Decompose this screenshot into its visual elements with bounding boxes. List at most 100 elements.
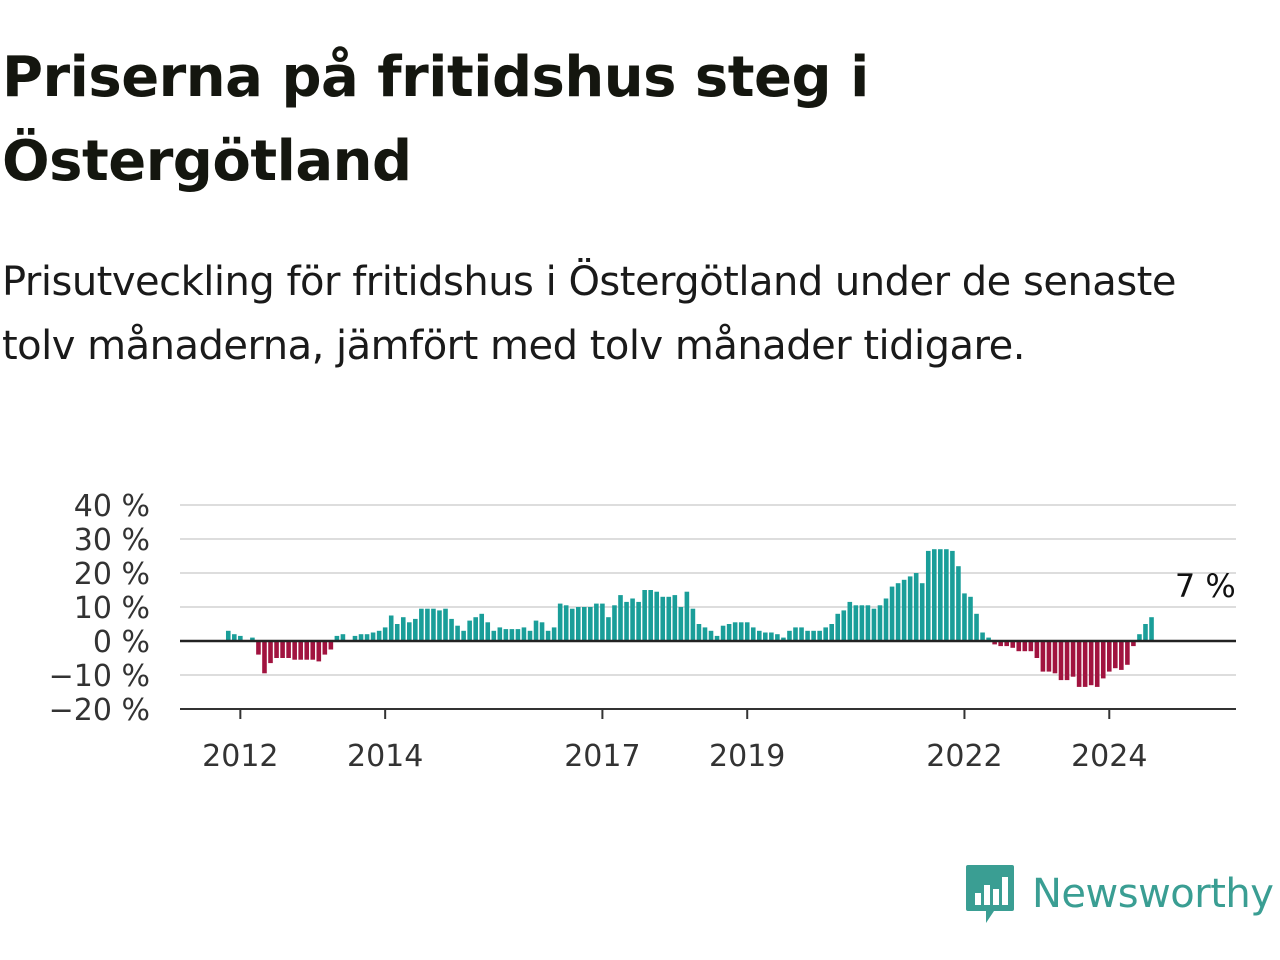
bar: [280, 641, 285, 658]
bar: [334, 635, 340, 641]
x-tick-label: 2024: [1071, 739, 1147, 774]
bar: [225, 630, 231, 641]
bar: [382, 627, 388, 641]
bar: [1149, 617, 1154, 641]
bar: [968, 596, 973, 641]
bar: [744, 622, 750, 641]
bar: [974, 613, 979, 641]
bar: [871, 608, 877, 641]
annotations: 7 %: [1175, 567, 1236, 605]
bar: [370, 632, 376, 641]
bar: [793, 627, 798, 641]
bar: [998, 641, 1003, 647]
bar: [1016, 641, 1022, 652]
bar: [491, 630, 497, 641]
bar: [859, 605, 865, 641]
bar: [256, 641, 261, 655]
bar: [449, 618, 454, 641]
bar: [738, 622, 744, 641]
bar: [1070, 641, 1076, 677]
bar: [962, 593, 967, 641]
bar: [425, 608, 430, 641]
bar: [901, 579, 907, 641]
bar: [913, 573, 919, 641]
bar: [545, 630, 551, 641]
bar: [931, 549, 937, 641]
bar: [938, 549, 943, 641]
bar: [883, 598, 889, 641]
chart-subtitle: Prisutveckling för fritidshus i Östergöt…: [2, 259, 1176, 369]
bar: [515, 629, 521, 641]
bar: [455, 625, 460, 641]
bar: [328, 641, 334, 650]
bar-chart: −20 %−10 %0 %10 %20 %30 %40 % 2012 2014 20…: [49, 489, 1236, 774]
bar: [829, 624, 834, 641]
bar: [1082, 641, 1088, 687]
bar: [980, 632, 985, 641]
bar: [606, 617, 611, 641]
bar: [799, 627, 804, 641]
bar: [956, 566, 961, 641]
bar: [467, 620, 472, 641]
bar: [823, 627, 828, 641]
bar: [582, 607, 587, 641]
bar: [750, 627, 756, 641]
bar: [612, 605, 617, 641]
last-value-label: 7 %: [1175, 567, 1236, 605]
bar: [376, 630, 382, 641]
bar: [1076, 641, 1082, 687]
bar: [1004, 641, 1009, 647]
bar: [805, 630, 810, 641]
bar: [1064, 641, 1070, 681]
bar: [847, 601, 853, 641]
bar: [594, 603, 599, 641]
x-tick-label: 2012: [202, 739, 278, 774]
bar: [521, 627, 527, 641]
bar: [817, 630, 822, 641]
bar: [262, 641, 267, 674]
bar: [1106, 641, 1112, 672]
bar: [702, 627, 708, 641]
bar: [316, 641, 322, 662]
bar: [1052, 641, 1058, 674]
bar: [763, 632, 768, 641]
bar: [497, 627, 503, 641]
bar: [461, 630, 466, 641]
y-tick-label: −10 %: [49, 659, 150, 694]
bar: [781, 637, 786, 641]
bar: [769, 632, 774, 641]
bar: [274, 641, 279, 658]
bar: [708, 630, 714, 641]
bar: [1119, 641, 1124, 670]
bar: [895, 583, 901, 641]
bar: [340, 634, 346, 641]
bar: [811, 630, 816, 641]
bar: [479, 613, 485, 641]
bar: [413, 618, 418, 641]
newsworthy-logo: Newsworthy: [964, 862, 1274, 926]
bar-chart-speech-bubble-icon: [966, 865, 1014, 923]
bar: [575, 607, 581, 641]
bar: [648, 590, 653, 641]
bar: [877, 605, 883, 641]
bar: [400, 617, 406, 641]
bar: [841, 610, 847, 641]
x-axis: 2012 2014 2017 2019 2022 2024: [180, 639, 1236, 774]
bar: [407, 622, 412, 641]
bar: [437, 610, 442, 641]
brand-name: Newsworthy: [1032, 871, 1274, 917]
bar: [569, 608, 575, 641]
y-axis-tick-labels: −20 %−10 %0 %10 %20 %30 %40 %: [49, 489, 150, 728]
bar: [394, 624, 400, 641]
bar: [732, 622, 738, 641]
bar: [1131, 641, 1136, 647]
bar: [678, 607, 684, 641]
bars: [225, 549, 1154, 687]
bar: [1143, 624, 1148, 641]
bar: [388, 615, 394, 641]
bar: [624, 601, 629, 641]
bar: [654, 591, 660, 641]
bar: [919, 583, 925, 641]
bar: [588, 607, 593, 641]
y-tick-label: 30 %: [74, 523, 150, 558]
